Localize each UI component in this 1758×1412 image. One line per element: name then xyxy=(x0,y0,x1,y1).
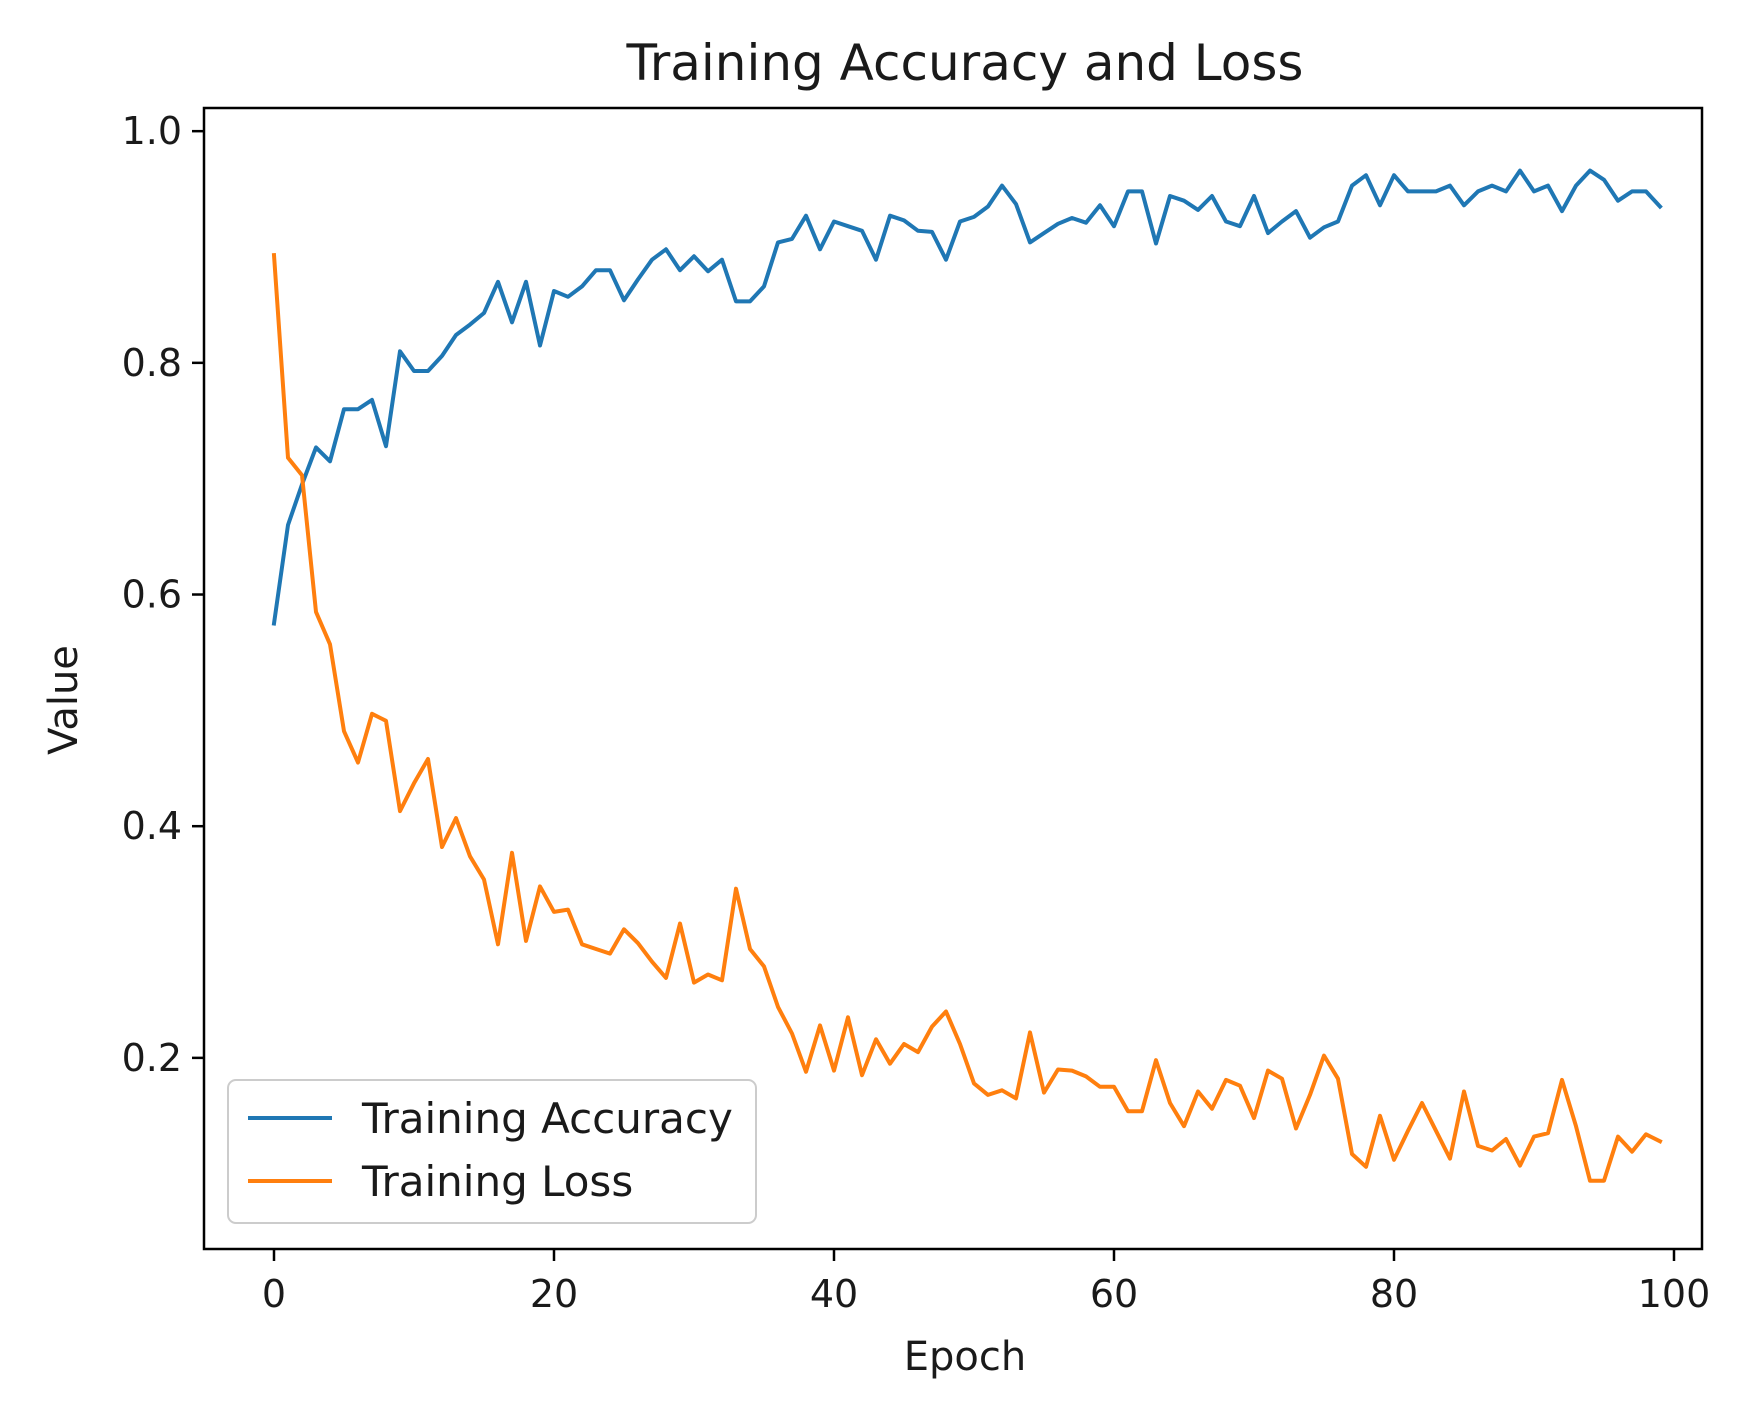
x-tick-label: 40 xyxy=(810,1272,858,1316)
legend-label: Training Accuracy xyxy=(361,1094,733,1143)
plot-area: 0 20 40 60 80 100 0.2 0.4 0.6 0.8 1.0 Training Accu… xyxy=(122,106,1711,1316)
series-line-training-accuracy xyxy=(271,168,1663,626)
y-tick-label: 0.4 xyxy=(122,804,182,848)
chart-title: Training Accuracy and Loss xyxy=(626,34,1304,92)
x-tick-label: 0 xyxy=(262,1272,286,1316)
legend-box xyxy=(227,1079,757,1224)
y-tick-label: 0.8 xyxy=(122,341,182,385)
x-tick-label: 60 xyxy=(1090,1272,1138,1316)
legend: Training Accuracy Training Loss xyxy=(227,1079,757,1224)
y-tick-label: 1.0 xyxy=(122,109,182,153)
x-tick-label: 80 xyxy=(1370,1272,1418,1316)
x-axis-label: Epoch xyxy=(904,1334,1026,1380)
axes-frame xyxy=(202,106,1704,1251)
x-tick-label: 20 xyxy=(530,1272,578,1316)
legend-label: Training Loss xyxy=(361,1157,633,1206)
series-line-training-loss xyxy=(271,252,1663,1183)
y-tick-label: 0.6 xyxy=(122,573,182,617)
y-tick-label: 0.2 xyxy=(122,1036,182,1080)
x-tick-label: 100 xyxy=(1638,1272,1711,1316)
y-axis-label: Value xyxy=(41,645,87,755)
